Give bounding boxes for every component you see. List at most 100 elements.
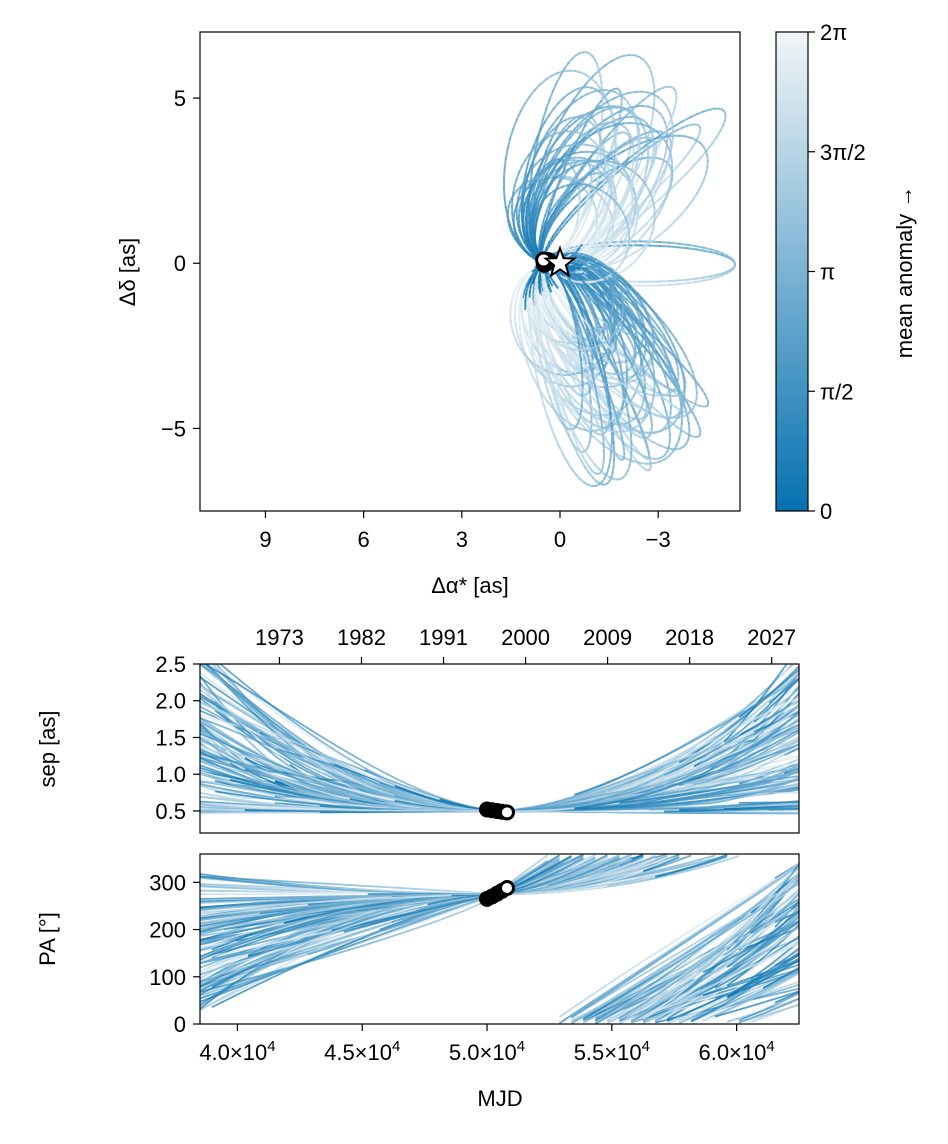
orbit-segment: [570, 467, 578, 476]
orbit-segment: [686, 281, 697, 285]
orbit-segment: [576, 166, 583, 175]
orbit-segment: [596, 227, 602, 236]
orbit-segment: [636, 126, 640, 136]
orbit-segment: [551, 116, 559, 127]
orbit-segment: [506, 137, 512, 150]
orbit-segment: [584, 245, 592, 253]
orbit-segment: [628, 213, 633, 222]
orbit-segment: [514, 297, 518, 307]
orbit-segment: [637, 420, 643, 431]
orbit-segment: [546, 299, 551, 310]
orbit-segment: [596, 287, 604, 293]
orbit-segment: [631, 168, 637, 180]
orbit-segment: [578, 350, 582, 362]
orbit-segment: [625, 186, 632, 198]
orbit-segment: [640, 381, 645, 391]
orbit-segment: [590, 77, 597, 84]
orbit-segment: [520, 178, 526, 187]
orbit-segment: [702, 246, 712, 251]
orbit-segment: [617, 356, 622, 368]
orbit-segment: [651, 179, 658, 190]
orbit-segment: [543, 295, 549, 305]
orbit-segment: [566, 186, 576, 196]
orbit-segment: [514, 338, 519, 346]
orbit-segment: [608, 347, 615, 361]
orbit-segment: [575, 473, 582, 481]
orbit-segment: [526, 193, 531, 204]
orbit-segment: [542, 181, 548, 191]
orbit-segment: [688, 363, 694, 374]
orbit-segment: [623, 138, 632, 145]
orbit-segment: [639, 354, 644, 365]
orbit-segment: [547, 203, 553, 214]
orbit-segment: [666, 365, 673, 373]
orbit-segment: [588, 291, 598, 300]
orbit-segment: [666, 154, 672, 166]
orbit-segment: [543, 356, 549, 370]
orbit-segment: [610, 234, 619, 244]
orbit-segment: [654, 181, 662, 194]
orbit-segment: [593, 302, 602, 313]
orbit-segment: [551, 343, 559, 352]
orbit-segment: [655, 409, 665, 418]
orbit-segment: [550, 290, 556, 301]
orbit-segment: [562, 453, 569, 464]
orbit-segment: [595, 385, 604, 398]
orbit-segment: [670, 348, 676, 358]
orbit-segment: [524, 327, 529, 335]
orbit-segment: [612, 164, 621, 171]
orbit-segment: [574, 255, 585, 259]
orbit-segment: [705, 165, 709, 174]
orbit-segment: [669, 112, 675, 122]
orbit-segment: [623, 226, 629, 235]
orbit-segment: [629, 259, 637, 267]
orbit-segment: [636, 292, 647, 303]
orbit-segment: [601, 132, 611, 144]
orbit-segment: [566, 278, 572, 287]
orbit-segment: [632, 190, 640, 200]
orbit-segment: [687, 146, 694, 155]
orbit-segment: [581, 386, 591, 396]
orbit-segment: [630, 206, 634, 216]
orbit-segment: [607, 167, 611, 176]
orbit-segment: [618, 334, 626, 345]
orbit-segment: [696, 185, 703, 195]
orbit-segment: [622, 189, 628, 199]
orbit-segment: [529, 172, 533, 186]
orbit-segment: [658, 327, 665, 337]
orbit-segment: [667, 146, 672, 155]
orbit-segment: [647, 91, 656, 97]
orbit-segment: [578, 260, 587, 265]
orbit-segment: [595, 233, 603, 243]
orbit-segment: [629, 399, 639, 407]
orbit-segment: [614, 181, 620, 190]
orbit-segment: [578, 136, 588, 144]
orbit-segment: [580, 204, 587, 217]
orbit-segment: [643, 386, 653, 392]
orbit-segment: [559, 67, 566, 77]
orbit-segment: [622, 204, 630, 213]
orbit-segment: [593, 372, 602, 377]
orbit-segment: [502, 187, 506, 199]
orbit-segment: [655, 313, 665, 324]
orbit-segment: [635, 302, 641, 312]
orbit-segment: [522, 289, 526, 299]
orbit-segment: [533, 285, 537, 294]
orbit-segment: [693, 378, 698, 388]
orbit-segment: [578, 442, 586, 453]
orbit-segment: [533, 224, 537, 234]
orbit-segment: [627, 292, 637, 301]
orbit-segment: [578, 225, 584, 234]
orbit-segment: [626, 318, 631, 327]
orbit-segment: [566, 319, 575, 330]
orbit-segment: [615, 221, 624, 231]
orbit-segment: [585, 373, 594, 379]
orbit-segment: [595, 211, 602, 222]
orbit-segment: [528, 88, 536, 98]
orbit-segment: [694, 279, 705, 284]
orbit-segment: [634, 200, 645, 211]
orbit-segment: [686, 199, 694, 209]
orbit-segment: [681, 364, 690, 374]
orbit-segment: [542, 301, 548, 312]
orbit-segment: [532, 336, 538, 350]
